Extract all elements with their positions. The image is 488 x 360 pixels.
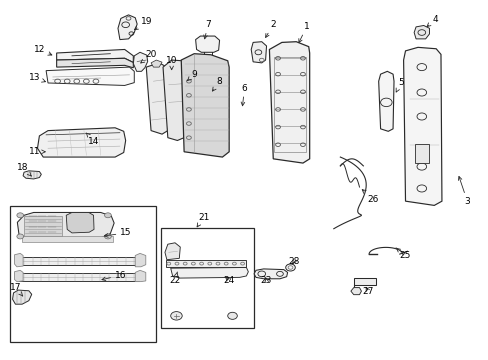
Text: 26: 26 [362, 190, 378, 204]
Circle shape [104, 213, 111, 218]
Polygon shape [151, 60, 162, 67]
Text: 11: 11 [29, 147, 45, 156]
Bar [353, 278, 375, 285]
Polygon shape [17, 212, 114, 239]
Bar [414, 144, 428, 163]
Bar [165, 260, 246, 267]
Polygon shape [135, 270, 145, 282]
Polygon shape [15, 253, 23, 267]
Text: 3: 3 [457, 176, 469, 206]
Text: 1: 1 [298, 22, 309, 42]
Polygon shape [254, 269, 287, 279]
Polygon shape [403, 48, 441, 206]
Polygon shape [215, 68, 224, 77]
Polygon shape [378, 71, 393, 131]
Text: 12: 12 [34, 45, 52, 55]
Polygon shape [66, 212, 94, 233]
Text: 7: 7 [203, 20, 210, 39]
Text: 13: 13 [29, 73, 45, 82]
Circle shape [17, 213, 23, 218]
Polygon shape [350, 288, 361, 294]
Text: 5: 5 [395, 78, 403, 92]
Polygon shape [13, 290, 32, 304]
Circle shape [170, 312, 182, 320]
Text: 8: 8 [212, 77, 222, 91]
Text: 27: 27 [362, 287, 373, 296]
Circle shape [227, 312, 237, 319]
Text: 9: 9 [187, 70, 197, 81]
Circle shape [104, 234, 111, 239]
Text: 14: 14 [86, 133, 100, 146]
Polygon shape [164, 243, 180, 260]
Bar [160, 228, 254, 328]
Text: 6: 6 [241, 84, 247, 106]
Polygon shape [38, 128, 125, 157]
Bar [10, 207, 156, 342]
Text: 2: 2 [265, 20, 276, 37]
Bar [19, 257, 139, 265]
Text: 16: 16 [102, 271, 126, 280]
Text: 22: 22 [169, 272, 180, 285]
Polygon shape [413, 26, 428, 39]
Bar [24, 216, 62, 236]
Polygon shape [163, 60, 184, 140]
Text: 18: 18 [17, 163, 31, 176]
Bar [19, 273, 139, 280]
Polygon shape [15, 270, 23, 282]
Text: 4: 4 [426, 15, 437, 27]
Text: 25: 25 [395, 248, 410, 260]
Polygon shape [57, 49, 133, 63]
Polygon shape [118, 15, 137, 40]
Text: 20: 20 [141, 50, 157, 63]
Polygon shape [251, 42, 266, 63]
Polygon shape [146, 63, 167, 134]
Text: 15: 15 [104, 229, 131, 238]
Polygon shape [181, 54, 229, 157]
Text: 19: 19 [134, 17, 152, 30]
Polygon shape [46, 67, 134, 85]
Polygon shape [269, 42, 309, 163]
Polygon shape [57, 58, 133, 68]
Polygon shape [135, 253, 145, 267]
Text: 28: 28 [288, 257, 300, 266]
Text: 23: 23 [260, 276, 272, 285]
Circle shape [17, 234, 23, 239]
Bar [21, 237, 112, 242]
Text: 24: 24 [223, 276, 234, 285]
Text: 17: 17 [10, 283, 23, 296]
Text: 21: 21 [197, 212, 209, 227]
Text: 10: 10 [165, 55, 177, 70]
Circle shape [285, 264, 295, 271]
Bar [274, 57, 305, 152]
Polygon shape [133, 52, 147, 71]
Polygon shape [23, 171, 41, 179]
Polygon shape [170, 267, 248, 278]
Polygon shape [195, 36, 219, 52]
